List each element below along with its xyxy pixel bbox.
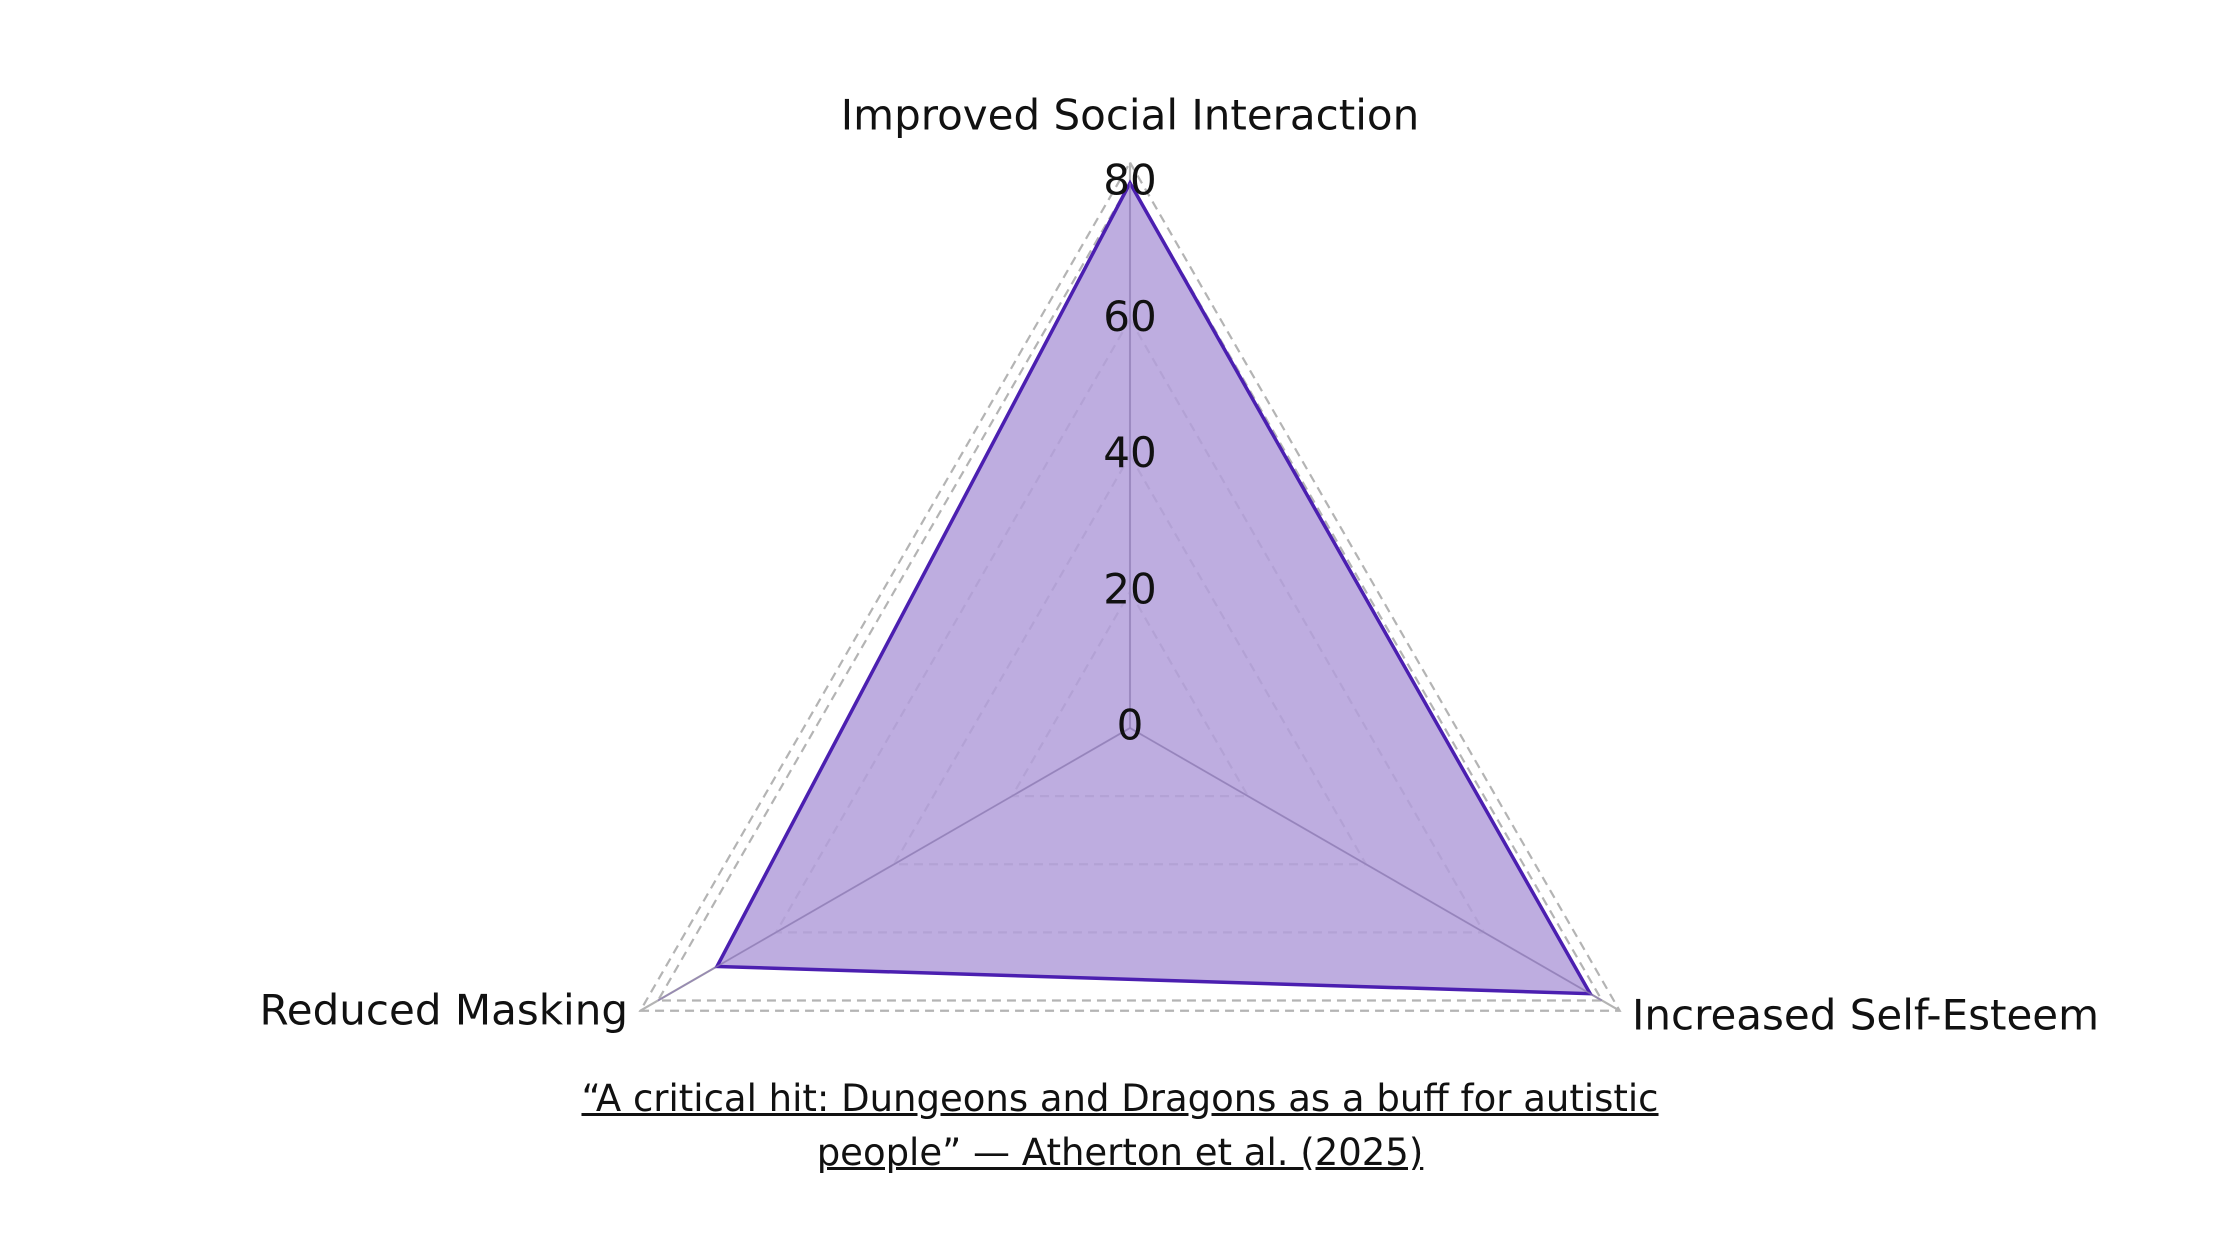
axis-label-2: Increased Self-Esteem [1632, 991, 2099, 1040]
caption-line-2: people” — Atherton et al. (2025) [816, 1131, 1424, 1174]
radial-tick-label-40: 40 [1103, 428, 1156, 477]
radial-tick-label-60: 60 [1103, 292, 1156, 341]
axis-label-3: Reduced Masking [260, 986, 628, 1035]
source-caption: “A critical hit: Dungeons and Dragons as… [520, 1072, 1720, 1180]
radial-tick-label-80: 80 [1103, 156, 1156, 205]
series-layer [657, 179, 1603, 1002]
radial-tick-label-20: 20 [1103, 564, 1156, 613]
grid-ring-83 [638, 160, 1622, 1012]
inner-spoke-3 [657, 727, 1131, 1002]
caption-line-1: “A critical hit: Dungeons and Dragons as… [581, 1077, 1659, 1120]
radial-tick-label-0: 0 [1117, 701, 1144, 750]
grid-ring-80 [656, 180, 1604, 1002]
tick-layer: 0 20 40 60 80 [1103, 156, 1156, 750]
series-area-1 [714, 179, 1594, 996]
label-layer: Improved Social Interaction Increased Sel… [260, 91, 2100, 1040]
axis-label-1: Improved Social Interaction [841, 91, 1419, 140]
inner-spoke-2 [1129, 727, 1603, 1002]
